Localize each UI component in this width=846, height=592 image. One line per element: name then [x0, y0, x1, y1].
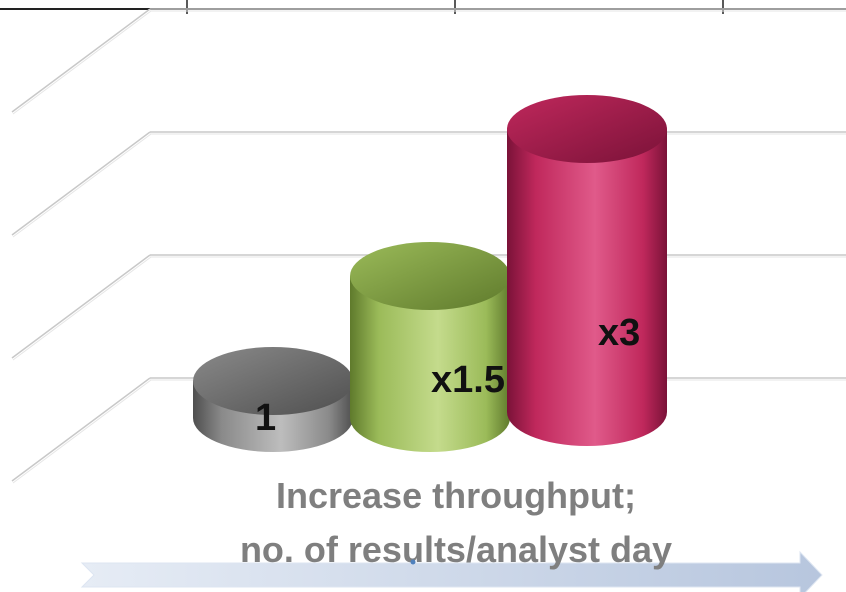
gridline — [11, 131, 846, 238]
data-labels: 1 x1.5 x3 — [255, 312, 640, 439]
gridlines — [11, 8, 846, 484]
data-label-2: x1.5 — [431, 359, 505, 401]
bar-1-5 — [350, 242, 510, 452]
data-label-1: 1 — [255, 397, 276, 439]
gridline — [11, 254, 846, 361]
cursor-dot — [410, 559, 416, 565]
data-label-3: x3 — [598, 312, 640, 354]
caption-line-2: no. of results/analyst day — [240, 529, 672, 570]
bars — [193, 95, 667, 452]
arrow-icon — [80, 550, 823, 592]
gridline — [11, 8, 846, 115]
caption-line-1: Increase throughput; — [276, 475, 636, 516]
bar-3 — [507, 95, 667, 446]
chart-frame — [0, 0, 846, 14]
bar-1 — [193, 347, 353, 452]
